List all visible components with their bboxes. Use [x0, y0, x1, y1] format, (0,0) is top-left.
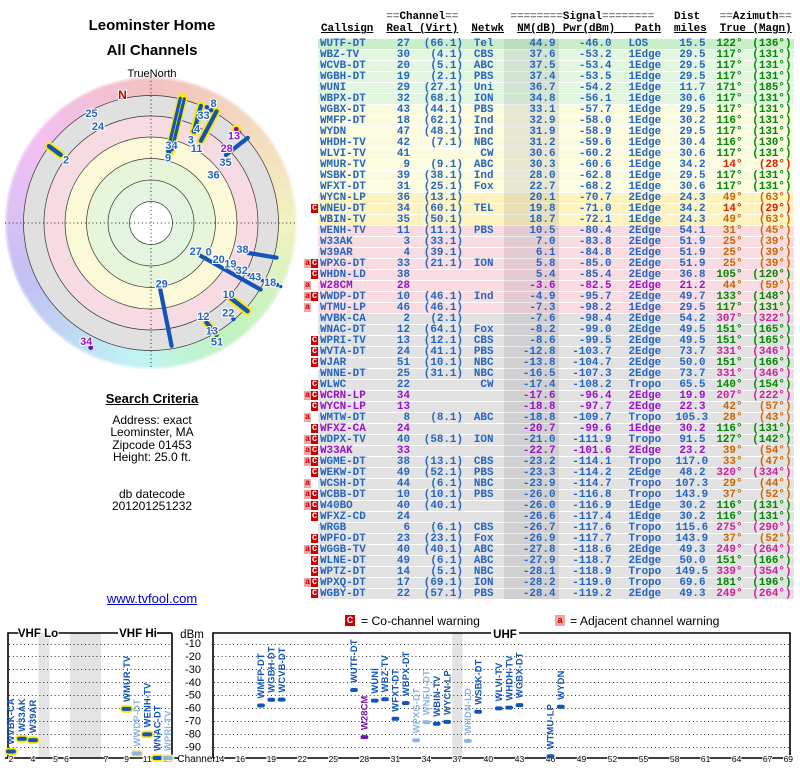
svg-text:UHF: UHF — [493, 629, 517, 641]
svg-text:9: 9 — [124, 754, 129, 764]
svg-text:WUTF-DT: WUTF-DT — [349, 639, 359, 683]
svg-text:Channel: Channel — [177, 754, 214, 765]
svg-text:WYCN-LP: WYCN-LP — [442, 670, 452, 715]
svg-text:WHDH-TV: WHDH-TV — [504, 655, 514, 701]
svg-text:WMUR-TV: WMUR-TV — [122, 655, 132, 702]
svg-text:24: 24 — [92, 121, 105, 133]
svg-text:49: 49 — [577, 754, 587, 764]
svg-text:WPRI-TV: WPRI-TV — [163, 710, 173, 751]
svg-text:28: 28 — [221, 143, 233, 155]
svg-text:9: 9 — [165, 153, 171, 165]
svg-text:52: 52 — [608, 754, 618, 764]
svg-text:WCVB-DT: WCVB-DT — [277, 647, 287, 692]
svg-text:2: 2 — [9, 754, 14, 764]
svg-text:20: 20 — [212, 254, 224, 266]
svg-text:WVBK-CA: WVBK-CA — [6, 698, 16, 744]
svg-text:67: 67 — [763, 754, 773, 764]
svg-text:0: 0 — [206, 247, 212, 259]
svg-text:14: 14 — [215, 754, 225, 764]
svg-text:37: 37 — [453, 754, 463, 764]
svg-text:34: 34 — [422, 754, 432, 764]
svg-text:25: 25 — [329, 754, 339, 764]
svg-text:64: 64 — [732, 754, 742, 764]
svg-text:WTMU-LP: WTMU-LP — [546, 704, 556, 749]
svg-text:32: 32 — [236, 265, 248, 277]
svg-text:31: 31 — [391, 754, 401, 764]
svg-text:WPXG-DT: WPXG-DT — [411, 688, 421, 733]
svg-text:WBZ-TV: WBZ-TV — [380, 654, 390, 692]
svg-text:13: 13 — [206, 326, 218, 338]
svg-text:-20: -20 — [185, 651, 201, 663]
svg-text:7: 7 — [104, 754, 109, 764]
svg-text:WFXT-DT: WFXT-DT — [391, 669, 401, 712]
svg-text:3: 3 — [188, 135, 194, 147]
svg-text:W33AK: W33AK — [17, 698, 27, 732]
svg-text:18: 18 — [264, 277, 276, 289]
svg-text:VHF Hi: VHF Hi — [119, 628, 157, 640]
svg-text:11: 11 — [191, 143, 203, 155]
svg-text:22: 22 — [222, 308, 234, 320]
svg-text:2: 2 — [63, 155, 69, 167]
svg-text:WBPX-DT: WBPX-DT — [401, 651, 411, 696]
svg-text:12: 12 — [197, 311, 209, 323]
svg-text:8: 8 — [210, 98, 216, 110]
svg-text:WMFP-DT: WMFP-DT — [256, 653, 266, 698]
svg-text:10: 10 — [223, 289, 235, 301]
svg-text:-10: -10 — [185, 638, 201, 650]
svg-text:13: 13 — [228, 131, 240, 143]
svg-text:dBm: dBm — [180, 629, 204, 641]
svg-text:WUNI: WUNI — [370, 668, 380, 694]
svg-text:WBIN-TV: WBIN-TV — [432, 675, 442, 717]
svg-text:WYDN: WYDN — [556, 670, 566, 699]
svg-text:WNAC-DT: WNAC-DT — [153, 705, 163, 751]
svg-text:-40: -40 — [185, 677, 201, 689]
svg-text:19: 19 — [267, 754, 277, 764]
svg-text:69: 69 — [784, 754, 794, 764]
svg-text:22: 22 — [298, 754, 308, 764]
svg-text:58: 58 — [670, 754, 680, 764]
svg-text:N: N — [118, 88, 127, 102]
svg-text:27: 27 — [190, 246, 202, 258]
svg-text:43: 43 — [249, 271, 261, 283]
svg-text:-50: -50 — [185, 690, 201, 702]
svg-text:6: 6 — [64, 754, 69, 764]
svg-text:36: 36 — [207, 170, 219, 182]
svg-text:29: 29 — [156, 279, 168, 291]
svg-text:61: 61 — [701, 754, 711, 764]
svg-text:-30: -30 — [185, 664, 201, 676]
svg-text:19: 19 — [224, 259, 236, 271]
svg-text:38: 38 — [236, 244, 248, 256]
svg-text:33: 33 — [197, 110, 209, 122]
svg-text:4: 4 — [31, 754, 36, 764]
svg-text:4: 4 — [194, 124, 201, 136]
svg-text:WGBH-DT: WGBH-DT — [267, 646, 277, 692]
svg-text:28: 28 — [360, 754, 370, 764]
svg-text:-80: -80 — [185, 728, 201, 740]
svg-text:43: 43 — [515, 754, 525, 764]
svg-text:55: 55 — [639, 754, 649, 764]
svg-text:34: 34 — [80, 336, 93, 348]
svg-text:WNEU-DT: WNEU-DT — [422, 670, 432, 715]
svg-text:WWDP-DT: WWDP-DT — [132, 699, 142, 746]
svg-text:WHDN-LD: WHDN-LD — [463, 688, 473, 734]
svg-text:-70: -70 — [185, 716, 201, 728]
svg-text:W28CM: W28CM — [360, 695, 370, 730]
svg-text:WSBK-DT: WSBK-DT — [473, 659, 483, 704]
svg-text:WGBX-DT: WGBX-DT — [515, 652, 525, 698]
svg-text:35: 35 — [219, 157, 231, 169]
svg-text:-60: -60 — [185, 703, 201, 715]
svg-text:11: 11 — [143, 754, 152, 764]
svg-text:WENH-TV: WENH-TV — [142, 682, 152, 727]
svg-text:16: 16 — [236, 754, 246, 764]
svg-text:51: 51 — [211, 337, 223, 349]
svg-text:40: 40 — [484, 754, 494, 764]
svg-text:W39AR: W39AR — [28, 699, 38, 733]
svg-text:25: 25 — [85, 108, 97, 120]
svg-text:-90: -90 — [185, 741, 201, 753]
svg-text:46: 46 — [546, 754, 556, 764]
svg-text:WLVI-TV: WLVI-TV — [494, 662, 504, 702]
svg-text:VHF Lo: VHF Lo — [18, 628, 58, 640]
svg-text:5: 5 — [53, 754, 58, 764]
svg-text:34: 34 — [165, 140, 178, 152]
